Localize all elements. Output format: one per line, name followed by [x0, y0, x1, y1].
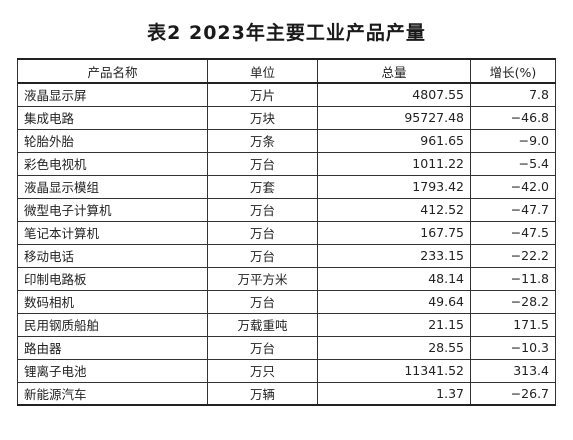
table-row: 锂离子电池 万只 11341.52 313.4	[17, 358, 556, 383]
cell-product-name: 锂离子电池	[17, 358, 208, 383]
cell-growth: −5.4	[470, 151, 556, 176]
cell-unit: 万条	[207, 128, 318, 153]
cell-unit: 万平方米	[207, 266, 318, 291]
cell-product-name: 印制电路板	[17, 266, 208, 291]
cell-total: 4807.55	[317, 82, 471, 107]
cell-growth: 171.5	[470, 312, 556, 337]
cell-unit: 万块	[207, 105, 318, 130]
cell-total: 961.65	[317, 128, 471, 153]
cell-unit: 万台	[207, 151, 318, 176]
cell-unit: 万辆	[207, 381, 318, 406]
cell-total: 1011.22	[317, 151, 471, 176]
cell-growth: −9.0	[470, 128, 556, 153]
table-row: 液晶显示屏 万片 4807.55 7.8	[17, 82, 556, 107]
table-row: 民用钢质船舶 万载重吨 21.15 171.5	[17, 312, 556, 337]
cell-unit: 万片	[207, 82, 318, 107]
cell-total: 49.64	[317, 289, 471, 314]
table-title: 表2 2023年主要工业产品产量	[147, 22, 426, 44]
cell-unit: 万台	[207, 289, 318, 314]
cell-product-name: 笔记本计算机	[17, 220, 208, 245]
cell-unit: 万载重吨	[207, 312, 318, 337]
table-row: 微型电子计算机 万台 412.52 −47.7	[17, 197, 556, 222]
cell-total: 167.75	[317, 220, 471, 245]
header-growth: 增长(%)	[470, 58, 556, 84]
production-table: 产品名称 单位 总量 增长(%) 液晶显示屏 万片 4807.55 7.8 集成电路 万块…	[17, 58, 556, 406]
cell-growth: 7.8	[470, 82, 556, 107]
table-row: 移动电话 万台 233.15 −22.2	[17, 243, 556, 268]
cell-growth: −22.2	[470, 243, 556, 268]
cell-growth: −11.8	[470, 266, 556, 291]
table-row: 新能源汽车 万辆 1.37 −26.7	[17, 381, 556, 406]
cell-growth: −42.0	[470, 174, 556, 199]
cell-product-name: 彩色电视机	[17, 151, 208, 176]
cell-growth: −47.5	[470, 220, 556, 245]
cell-product-name: 液晶显示模组	[17, 174, 208, 199]
cell-product-name: 微型电子计算机	[17, 197, 208, 222]
cell-growth: −26.7	[470, 381, 556, 406]
table-row: 印制电路板 万平方米 48.14 −11.8	[17, 266, 556, 291]
cell-product-name: 集成电路	[17, 105, 208, 130]
cell-unit: 万台	[207, 335, 318, 360]
cell-product-name: 液晶显示屏	[17, 82, 208, 107]
cell-total: 28.55	[317, 335, 471, 360]
cell-total: 1.37	[317, 381, 471, 406]
header-product-name: 产品名称	[17, 58, 208, 84]
cell-growth: 313.4	[470, 358, 556, 383]
cell-unit: 万台	[207, 197, 318, 222]
cell-total: 21.15	[317, 312, 471, 337]
cell-unit: 万台	[207, 243, 318, 268]
header-total: 总量	[317, 58, 471, 84]
table-row: 集成电路 万块 95727.48 −46.8	[17, 105, 556, 130]
cell-unit: 万台	[207, 220, 318, 245]
cell-product-name: 移动电话	[17, 243, 208, 268]
cell-total: 95727.48	[317, 105, 471, 130]
cell-product-name: 路由器	[17, 335, 208, 360]
table-row: 彩色电视机 万台 1011.22 −5.4	[17, 151, 556, 176]
cell-growth: −28.2	[470, 289, 556, 314]
cell-total: 11341.52	[317, 358, 471, 383]
table-row: 轮胎外胎 万条 961.65 −9.0	[17, 128, 556, 153]
cell-unit: 万只	[207, 358, 318, 383]
cell-unit: 万套	[207, 174, 318, 199]
header-unit: 单位	[207, 58, 318, 84]
cell-growth: −47.7	[470, 197, 556, 222]
table-header-row: 产品名称 单位 总量 增长(%)	[17, 58, 556, 84]
cell-product-name: 新能源汽车	[17, 381, 208, 406]
table-row: 数码相机 万台 49.64 −28.2	[17, 289, 556, 314]
cell-total: 233.15	[317, 243, 471, 268]
table-row: 路由器 万台 28.55 −10.3	[17, 335, 556, 360]
cell-product-name: 数码相机	[17, 289, 208, 314]
table-row: 液晶显示模组 万套 1793.42 −42.0	[17, 174, 556, 199]
cell-total: 48.14	[317, 266, 471, 291]
cell-product-name: 民用钢质船舶	[17, 312, 208, 337]
cell-total: 1793.42	[317, 174, 471, 199]
cell-total: 412.52	[317, 197, 471, 222]
table-row: 笔记本计算机 万台 167.75 −47.5	[17, 220, 556, 245]
cell-growth: −46.8	[470, 105, 556, 130]
cell-product-name: 轮胎外胎	[17, 128, 208, 153]
cell-growth: −10.3	[470, 335, 556, 360]
